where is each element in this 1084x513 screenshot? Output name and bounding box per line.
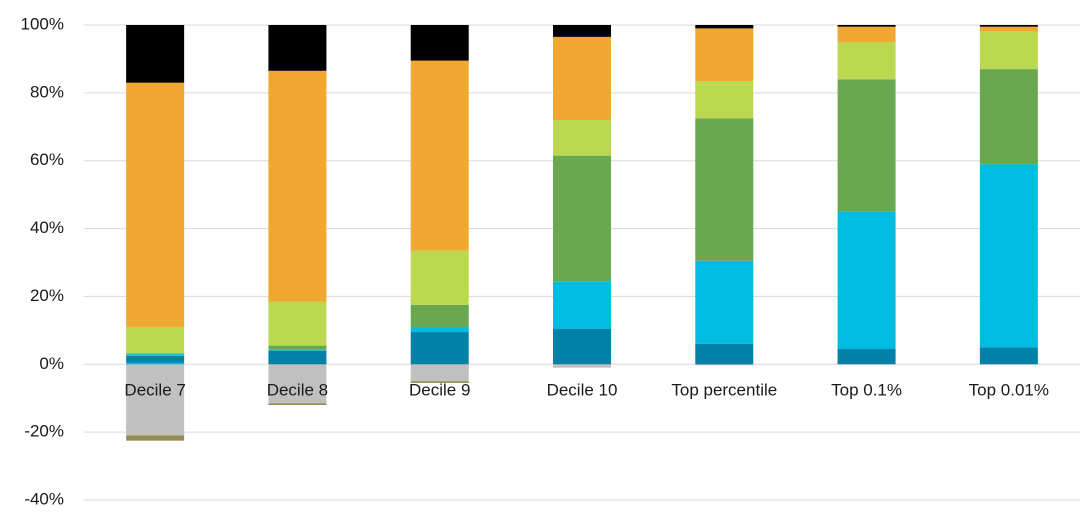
- bar-segment: [553, 328, 611, 365]
- bar-segment: [410, 332, 469, 365]
- bar-segment: [979, 31, 1038, 70]
- bar-segment: [410, 304, 469, 327]
- y-axis-ticks: 100% 80% 60% 40% 20% 0% -20% -40%: [21, 14, 64, 508]
- y-tick-label: 20%: [30, 286, 64, 305]
- bars: [126, 25, 1038, 441]
- x-tick-label: Decile 9: [409, 380, 470, 399]
- x-tick-label: Top percentile: [671, 380, 777, 399]
- x-tick-label: Top 0.1%: [831, 380, 902, 399]
- bar-segment: [268, 70, 327, 302]
- x-tick-label: Top 0.01%: [969, 380, 1049, 399]
- bar-segment: [126, 435, 185, 441]
- bar-segment: [410, 364, 469, 382]
- bar-segment: [126, 326, 185, 354]
- bar-segment: [695, 118, 754, 261]
- bar-segment: [979, 347, 1038, 365]
- y-tick-label: -20%: [24, 422, 64, 441]
- bar-segment: [837, 349, 896, 365]
- bar-segment: [837, 211, 896, 350]
- bar-segment: [695, 343, 754, 365]
- bar-segment: [268, 345, 327, 350]
- bar-segment: [553, 364, 611, 368]
- bar-segment: [126, 82, 185, 327]
- bar-segment: [695, 364, 754, 366]
- bar-segment: [837, 25, 896, 27]
- bar-segment: [410, 250, 469, 305]
- bar-segment: [979, 26, 1038, 32]
- bar-segment: [410, 25, 469, 61]
- bar-segment: [979, 25, 1038, 27]
- bar-segment: [553, 120, 611, 156]
- bar-segment: [268, 301, 327, 346]
- y-tick-label: 80%: [30, 82, 64, 101]
- bar-segment: [126, 353, 185, 355]
- bar-segment: [695, 25, 754, 29]
- bar-segment: [695, 80, 754, 119]
- bar-segment: [837, 41, 896, 80]
- bar-segment: [695, 260, 754, 344]
- bar-segment: [268, 403, 327, 405]
- bar-segment: [837, 26, 896, 42]
- bar-segment: [268, 364, 327, 404]
- bar-segment: [837, 79, 896, 212]
- bar-segment: [268, 350, 327, 365]
- y-tick-label: -40%: [24, 489, 64, 508]
- bar-segment: [126, 355, 185, 363]
- bar-segment: [126, 362, 185, 365]
- x-tick-label: Decile 7: [124, 380, 185, 399]
- y-tick-label: 0%: [39, 354, 64, 373]
- x-axis-ticks: Decile 7 Decile 8 Decile 9 Decile 10 Top per…: [124, 380, 1049, 399]
- bar-segment: [553, 281, 611, 329]
- bar-segment: [979, 69, 1038, 165]
- bar-segment: [553, 155, 611, 282]
- y-tick-label: 100%: [21, 14, 64, 33]
- bar-segment: [268, 25, 327, 71]
- bar-segment: [979, 164, 1038, 348]
- bar-segment: [126, 364, 185, 436]
- bar-segment: [410, 326, 469, 333]
- y-tick-label: 60%: [30, 150, 64, 169]
- bar-segment: [695, 28, 754, 81]
- x-tick-label: Decile 10: [547, 380, 618, 399]
- bar-segment: [126, 354, 185, 356]
- bar-segment: [410, 381, 469, 383]
- bar-segment: [126, 25, 185, 83]
- bar-segment: [268, 349, 327, 351]
- bar-segment: [553, 25, 611, 37]
- bar-segment: [410, 60, 469, 251]
- x-tick-label: Decile 8: [267, 380, 328, 399]
- bar-segment: [553, 36, 611, 120]
- y-tick-label: 40%: [30, 218, 64, 237]
